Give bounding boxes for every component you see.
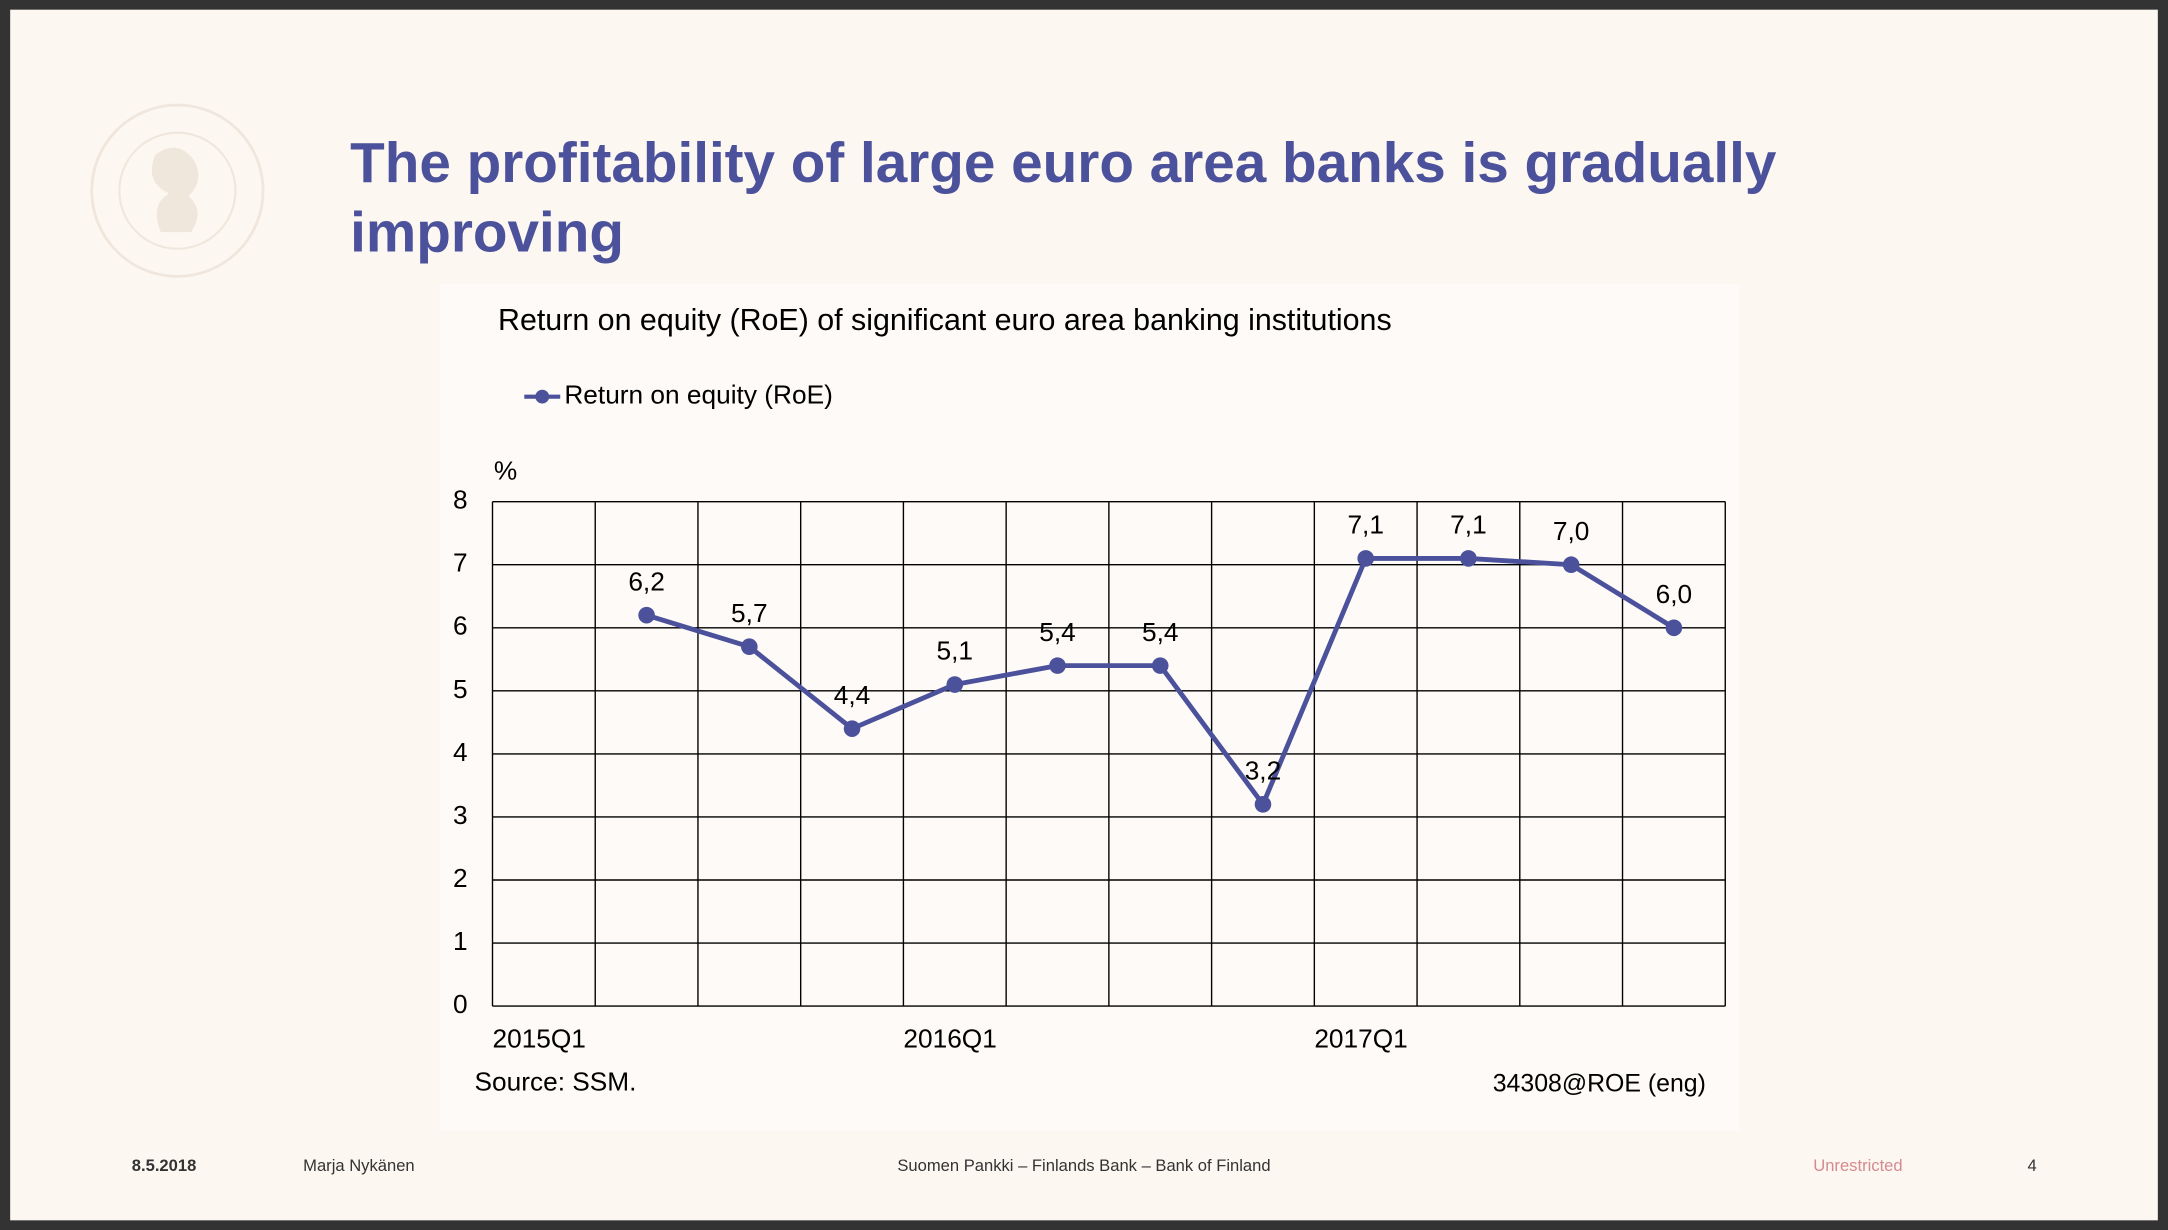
data-label: 5,4 <box>1039 617 1076 647</box>
data-point <box>1460 550 1477 567</box>
y-tick-label: 3 <box>453 800 468 830</box>
slide-title: The profitability of large euro area ban… <box>350 132 1777 195</box>
y-tick-label: 7 <box>453 548 468 578</box>
data-point <box>741 638 758 655</box>
footer-author: Marja Nykänen <box>303 1156 415 1175</box>
chart-code: 34308@ROE (eng) <box>1493 1069 1706 1097</box>
legend-label: Return on equity (RoE) <box>564 380 832 410</box>
data-point <box>946 676 964 693</box>
data-label: 6,0 <box>1656 579 1692 609</box>
data-label: 5,4 <box>1142 617 1179 647</box>
footer-organization: Suomen Pankki – Finlands Bank – Bank of … <box>897 1156 1270 1175</box>
y-tick-label: 1 <box>453 926 468 956</box>
y-unit: % <box>494 456 517 486</box>
y-tick-label: 6 <box>453 611 468 641</box>
y-tick-label: 5 <box>453 674 468 704</box>
chart-area <box>439 283 1740 1131</box>
y-tick-label: 2 <box>453 863 468 893</box>
data-label: 7,1 <box>1450 510 1486 540</box>
logo-lion <box>151 147 199 233</box>
data-label: 3,2 <box>1245 755 1282 785</box>
data-point <box>638 606 655 624</box>
data-point <box>1562 556 1580 574</box>
data-point <box>1151 657 1169 674</box>
x-tick-label: 2016Q1 <box>903 1024 996 1054</box>
chart-title: Return on equity (RoE) of significant eu… <box>498 303 1392 337</box>
data-point <box>1049 657 1066 674</box>
x-tick-label: 2015Q1 <box>492 1024 585 1054</box>
logo-ring-inner <box>118 131 237 250</box>
y-tick-label: 4 <box>453 737 468 767</box>
data-label: 4,4 <box>834 680 871 710</box>
data-point <box>1665 619 1683 637</box>
footer-page: 4 <box>2027 1156 2036 1175</box>
logo <box>90 103 265 278</box>
data-label: 7,0 <box>1553 516 1590 546</box>
x-tick-label: 2017Q1 <box>1314 1024 1407 1054</box>
data-label: 7,1 <box>1347 510 1384 540</box>
slide-title: improving <box>350 201 624 264</box>
y-tick-label: 8 <box>453 485 468 515</box>
data-point <box>843 720 861 737</box>
footer-date: 8.5.2018 <box>132 1156 197 1175</box>
source: Source: SSM. <box>475 1066 637 1096</box>
data-label: 5,1 <box>937 636 974 666</box>
data-label: 6,2 <box>628 566 664 596</box>
data-label: 5,7 <box>731 598 768 628</box>
plot: 0 1 2 3 4 5 6 7 8 2015Q1 2016Q1 2017Q1 6,2 5,7 4,4 5,1 5… <box>453 485 1726 1054</box>
data-point <box>1357 550 1374 567</box>
logo-ring <box>90 103 265 278</box>
legend-marker <box>535 389 550 404</box>
data-point <box>1254 796 1272 813</box>
footer-classification: Unrestricted <box>1813 1156 1902 1175</box>
y-tick-label: 0 <box>453 989 468 1019</box>
